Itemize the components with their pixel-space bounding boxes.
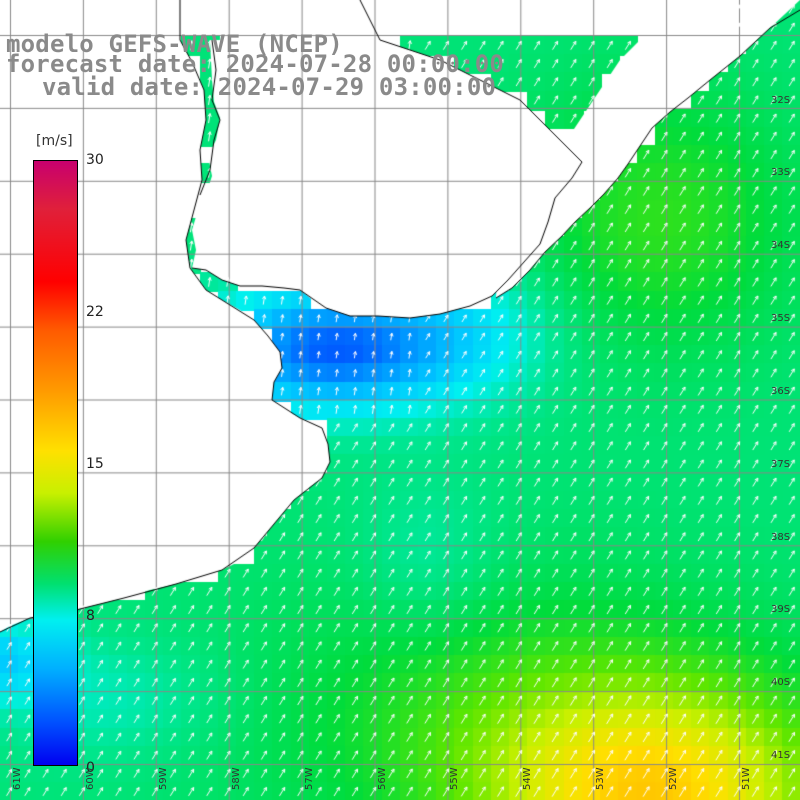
colorbar-tick-22: 22 <box>86 304 104 320</box>
lat-label-38s: 38S <box>771 532 791 543</box>
colorbar <box>33 160 78 766</box>
lat-label-40s: 40S <box>771 677 791 688</box>
colorbar-tick-30: 30 <box>86 152 104 168</box>
map-title-forecast-date: forecast date: 2024-07-28 00:00:00 <box>6 50 505 78</box>
map-title-model: modelo GEFS-WAVE (NCEP) <box>6 30 343 58</box>
lat-label-34s: 34S <box>771 240 791 251</box>
colorbar-tick-15: 15 <box>86 456 104 472</box>
lat-label-33s: 33S <box>771 167 791 178</box>
lon-label-51w: 51W <box>741 767 752 790</box>
lon-label-57w: 57W <box>304 767 315 790</box>
lon-label-58w: 58W <box>231 767 242 790</box>
lon-label-60w: 60W <box>85 767 96 790</box>
lat-label-39s: 39S <box>771 604 791 615</box>
lon-label-61w: 61W <box>12 767 23 790</box>
map-title-valid-date: valid date: 2024-07-29 03:00:00 <box>42 73 497 101</box>
lon-label-53w: 53W <box>595 767 606 790</box>
lat-label-32s: 32S <box>771 95 791 106</box>
lon-label-52w: 52W <box>668 767 679 790</box>
lat-label-35s: 35S <box>771 313 791 324</box>
lon-label-55w: 55W <box>449 767 460 790</box>
lon-label-54w: 54W <box>522 767 533 790</box>
colorbar-tick-8: 8 <box>86 608 95 624</box>
lat-label-37s: 37S <box>771 459 791 470</box>
lat-label-41s: 41S <box>771 750 791 761</box>
lon-label-59w: 59W <box>158 767 169 790</box>
colorbar-tick-0: 0 <box>86 760 95 776</box>
lon-label-56w: 56W <box>377 767 388 790</box>
lat-label-36s: 36S <box>771 386 791 397</box>
colorbar-unit-label: [m/s] <box>36 133 73 149</box>
